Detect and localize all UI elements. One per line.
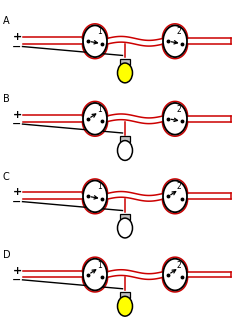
Circle shape bbox=[118, 141, 132, 160]
Text: C: C bbox=[2, 172, 9, 182]
Circle shape bbox=[83, 103, 107, 135]
Text: 1: 1 bbox=[97, 27, 102, 36]
Text: D: D bbox=[2, 250, 10, 260]
Text: +: + bbox=[13, 266, 22, 276]
Circle shape bbox=[83, 25, 107, 57]
Bar bbox=[120, 136, 130, 142]
Text: 1: 1 bbox=[97, 261, 102, 270]
Circle shape bbox=[118, 218, 132, 238]
Text: −: − bbox=[12, 275, 22, 285]
Bar bbox=[120, 214, 130, 220]
Text: +: + bbox=[13, 32, 22, 42]
Text: 2: 2 bbox=[177, 27, 182, 36]
Text: 2: 2 bbox=[177, 182, 182, 191]
Circle shape bbox=[163, 259, 187, 290]
Circle shape bbox=[163, 103, 187, 135]
Text: 2: 2 bbox=[177, 261, 182, 270]
Text: +: + bbox=[13, 187, 22, 197]
Text: −: − bbox=[12, 42, 22, 51]
Text: A: A bbox=[2, 16, 9, 26]
Circle shape bbox=[163, 181, 187, 212]
Circle shape bbox=[118, 296, 132, 316]
Text: 2: 2 bbox=[177, 105, 182, 114]
Text: −: − bbox=[12, 119, 22, 129]
Circle shape bbox=[83, 259, 107, 290]
Text: 1: 1 bbox=[97, 182, 102, 191]
Text: B: B bbox=[2, 94, 9, 104]
Circle shape bbox=[83, 181, 107, 212]
Text: −: − bbox=[12, 197, 22, 207]
Bar bbox=[120, 59, 130, 65]
Text: 1: 1 bbox=[97, 105, 102, 114]
Circle shape bbox=[163, 25, 187, 57]
Bar bbox=[120, 292, 130, 298]
Circle shape bbox=[118, 63, 132, 83]
Text: +: + bbox=[13, 110, 22, 120]
